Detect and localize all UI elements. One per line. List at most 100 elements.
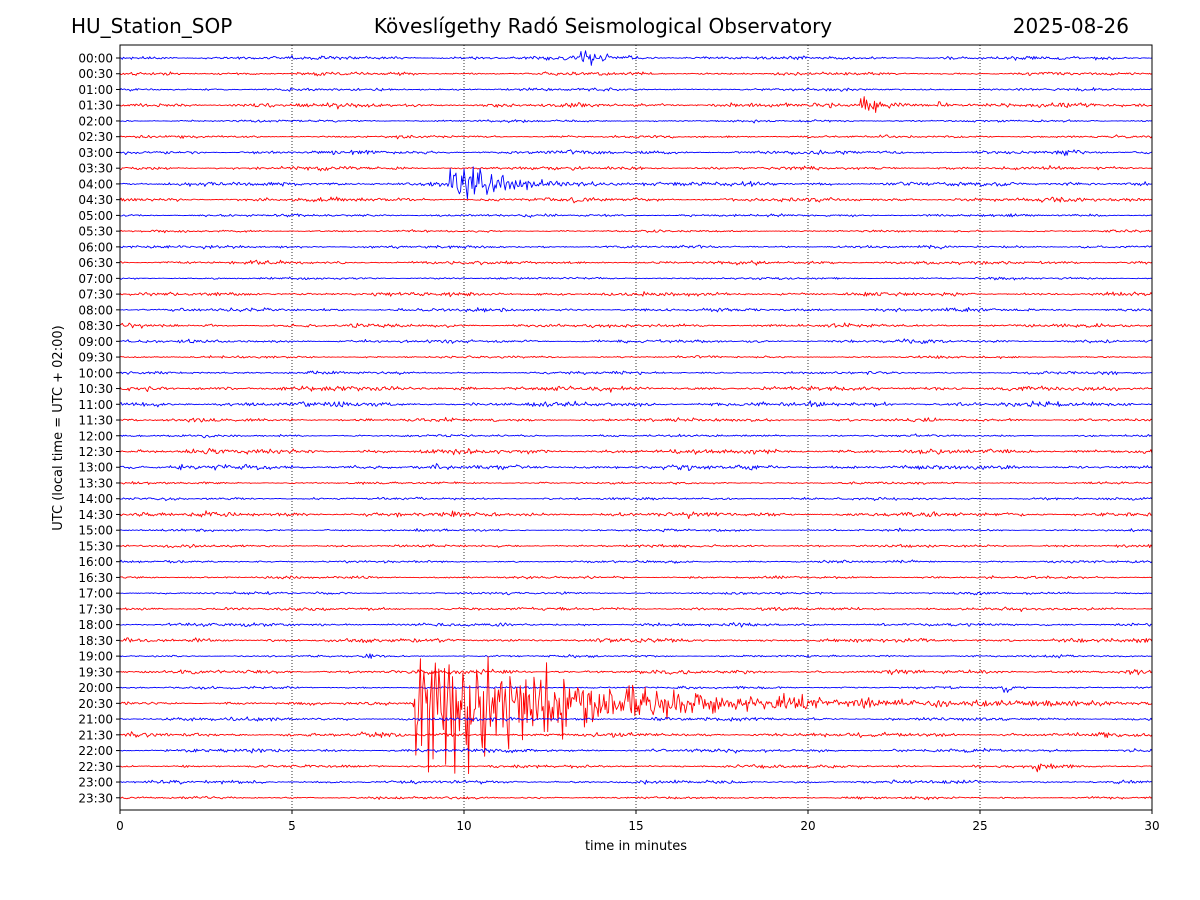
y-tick-label-1500: 15:00 bbox=[78, 524, 113, 538]
trace-1430 bbox=[119, 510, 1153, 520]
trace-1300 bbox=[119, 463, 1153, 471]
trace-1130 bbox=[119, 416, 1153, 423]
x-tick-label-15: 15 bbox=[628, 819, 643, 833]
y-tick-label-0430: 04:30 bbox=[78, 193, 113, 207]
trace-0830 bbox=[119, 322, 1153, 329]
y-tick-label-0100: 01:00 bbox=[78, 83, 113, 97]
y-tick-label-0830: 08:30 bbox=[78, 319, 113, 333]
y-tick-label-1130: 11:30 bbox=[78, 414, 113, 428]
x-tick-label-5: 5 bbox=[288, 819, 296, 833]
record-date: 2025-08-26 bbox=[1012, 14, 1129, 38]
x-axis-ticks: 0 5 10 15 20 25 30 bbox=[116, 810, 1160, 833]
y-tick-label-0600: 06:00 bbox=[78, 240, 113, 254]
trace-1700 bbox=[119, 591, 1153, 596]
trace-0430 bbox=[119, 196, 1153, 204]
trace-0230 bbox=[119, 134, 1153, 140]
x-tick-label-25: 25 bbox=[972, 819, 987, 833]
trace-1100 bbox=[119, 400, 1153, 408]
trace-1800 bbox=[119, 622, 1153, 628]
trace-2230 bbox=[119, 763, 1153, 773]
y-tick-label-2200: 22:00 bbox=[78, 744, 113, 758]
y-tick-label-2030: 20:30 bbox=[78, 697, 113, 711]
trace-0100 bbox=[119, 87, 1153, 92]
trace-1730 bbox=[119, 606, 1153, 612]
trace-2300 bbox=[119, 779, 1153, 785]
y-tick-label-1930: 19:30 bbox=[78, 665, 113, 679]
trace-0300 bbox=[119, 149, 1153, 157]
trace-1230 bbox=[119, 447, 1153, 456]
trace-0930 bbox=[119, 355, 1153, 360]
trace-0000 bbox=[119, 50, 1153, 66]
y-tick-label-2100: 21:00 bbox=[78, 713, 113, 727]
trace-0500 bbox=[119, 213, 1153, 218]
trace-1630 bbox=[119, 575, 1153, 580]
y-tick-label-0400: 04:00 bbox=[78, 177, 113, 191]
y-tick-label-1600: 16:00 bbox=[78, 555, 113, 569]
y-tick-label-0300: 03:00 bbox=[78, 146, 113, 160]
trace-1530 bbox=[119, 543, 1153, 549]
y-tick-label-1030: 10:30 bbox=[78, 382, 113, 396]
x-tick-label-10: 10 bbox=[456, 819, 471, 833]
y-tick-label-0200: 02:00 bbox=[78, 114, 113, 128]
trace-0730 bbox=[119, 291, 1153, 298]
y-tick-label-1100: 11:00 bbox=[78, 398, 113, 412]
seismogram-traces bbox=[119, 50, 1153, 801]
trace-1500 bbox=[119, 527, 1153, 533]
y-tick-label-1200: 12:00 bbox=[78, 429, 113, 443]
y-tick-label-1830: 18:30 bbox=[78, 634, 113, 648]
trace-2330 bbox=[119, 795, 1153, 801]
trace-1930 bbox=[119, 668, 1153, 676]
trace-2030 bbox=[119, 656, 1153, 775]
trace-0530 bbox=[119, 229, 1153, 234]
trace-0900 bbox=[119, 338, 1153, 344]
y-tick-label-1800: 18:00 bbox=[78, 618, 113, 632]
trace-1900 bbox=[119, 653, 1153, 659]
trace-0600 bbox=[119, 244, 1153, 250]
y-tick-label-1430: 14:30 bbox=[78, 508, 113, 522]
y-tick-label-1230: 12:30 bbox=[78, 445, 113, 459]
y-tick-label-0000: 00:00 bbox=[78, 52, 113, 66]
y-tick-label-2300: 23:00 bbox=[78, 776, 113, 790]
y-tick-label-0230: 02:30 bbox=[78, 130, 113, 144]
trace-1200 bbox=[119, 433, 1153, 439]
y-tick-label-1630: 16:30 bbox=[78, 571, 113, 585]
y-axis-label: UTC (local time = UTC + 02:00) bbox=[51, 325, 66, 530]
y-tick-label-2230: 22:30 bbox=[78, 760, 113, 774]
y-tick-label-0730: 07:30 bbox=[78, 288, 113, 302]
y-tick-label-2000: 20:00 bbox=[78, 681, 113, 695]
y-tick-label-0930: 09:30 bbox=[78, 351, 113, 365]
x-tick-label-0: 0 bbox=[116, 819, 124, 833]
trace-2100 bbox=[119, 716, 1153, 722]
trace-2000 bbox=[119, 685, 1153, 693]
y-tick-label-0800: 08:00 bbox=[78, 303, 113, 317]
y-tick-label-2130: 21:30 bbox=[78, 728, 113, 742]
station-name: HU_Station_SOP bbox=[71, 14, 233, 38]
trace-2130 bbox=[119, 731, 1153, 739]
trace-0800 bbox=[119, 307, 1153, 313]
trace-0330 bbox=[119, 165, 1153, 172]
y-tick-label-0500: 05:00 bbox=[78, 209, 113, 223]
trace-1030 bbox=[119, 385, 1153, 393]
trace-1330 bbox=[119, 481, 1153, 485]
y-tick-label-1000: 10:00 bbox=[78, 366, 113, 380]
x-axis-label: time in minutes bbox=[585, 839, 687, 854]
y-tick-label-0330: 03:30 bbox=[78, 162, 113, 176]
trace-0630 bbox=[119, 259, 1153, 266]
y-tick-label-1330: 13:30 bbox=[78, 476, 113, 490]
trace-2200 bbox=[119, 747, 1153, 754]
x-tick-label-20: 20 bbox=[800, 819, 815, 833]
y-tick-label-1400: 14:00 bbox=[78, 492, 113, 506]
y-tick-label-1300: 13:00 bbox=[78, 461, 113, 475]
trace-0400 bbox=[119, 166, 1153, 200]
y-tick-label-1900: 19:00 bbox=[78, 650, 113, 664]
y-tick-label-0130: 01:30 bbox=[78, 99, 113, 113]
trace-0030 bbox=[119, 71, 1153, 77]
trace-1000 bbox=[119, 370, 1153, 376]
trace-1600 bbox=[119, 559, 1153, 564]
y-tick-label-0030: 00:30 bbox=[78, 67, 113, 81]
y-tick-label-1700: 17:00 bbox=[78, 587, 113, 601]
y-tick-label-0530: 05:30 bbox=[78, 225, 113, 239]
y-tick-label-2330: 23:30 bbox=[78, 791, 113, 805]
